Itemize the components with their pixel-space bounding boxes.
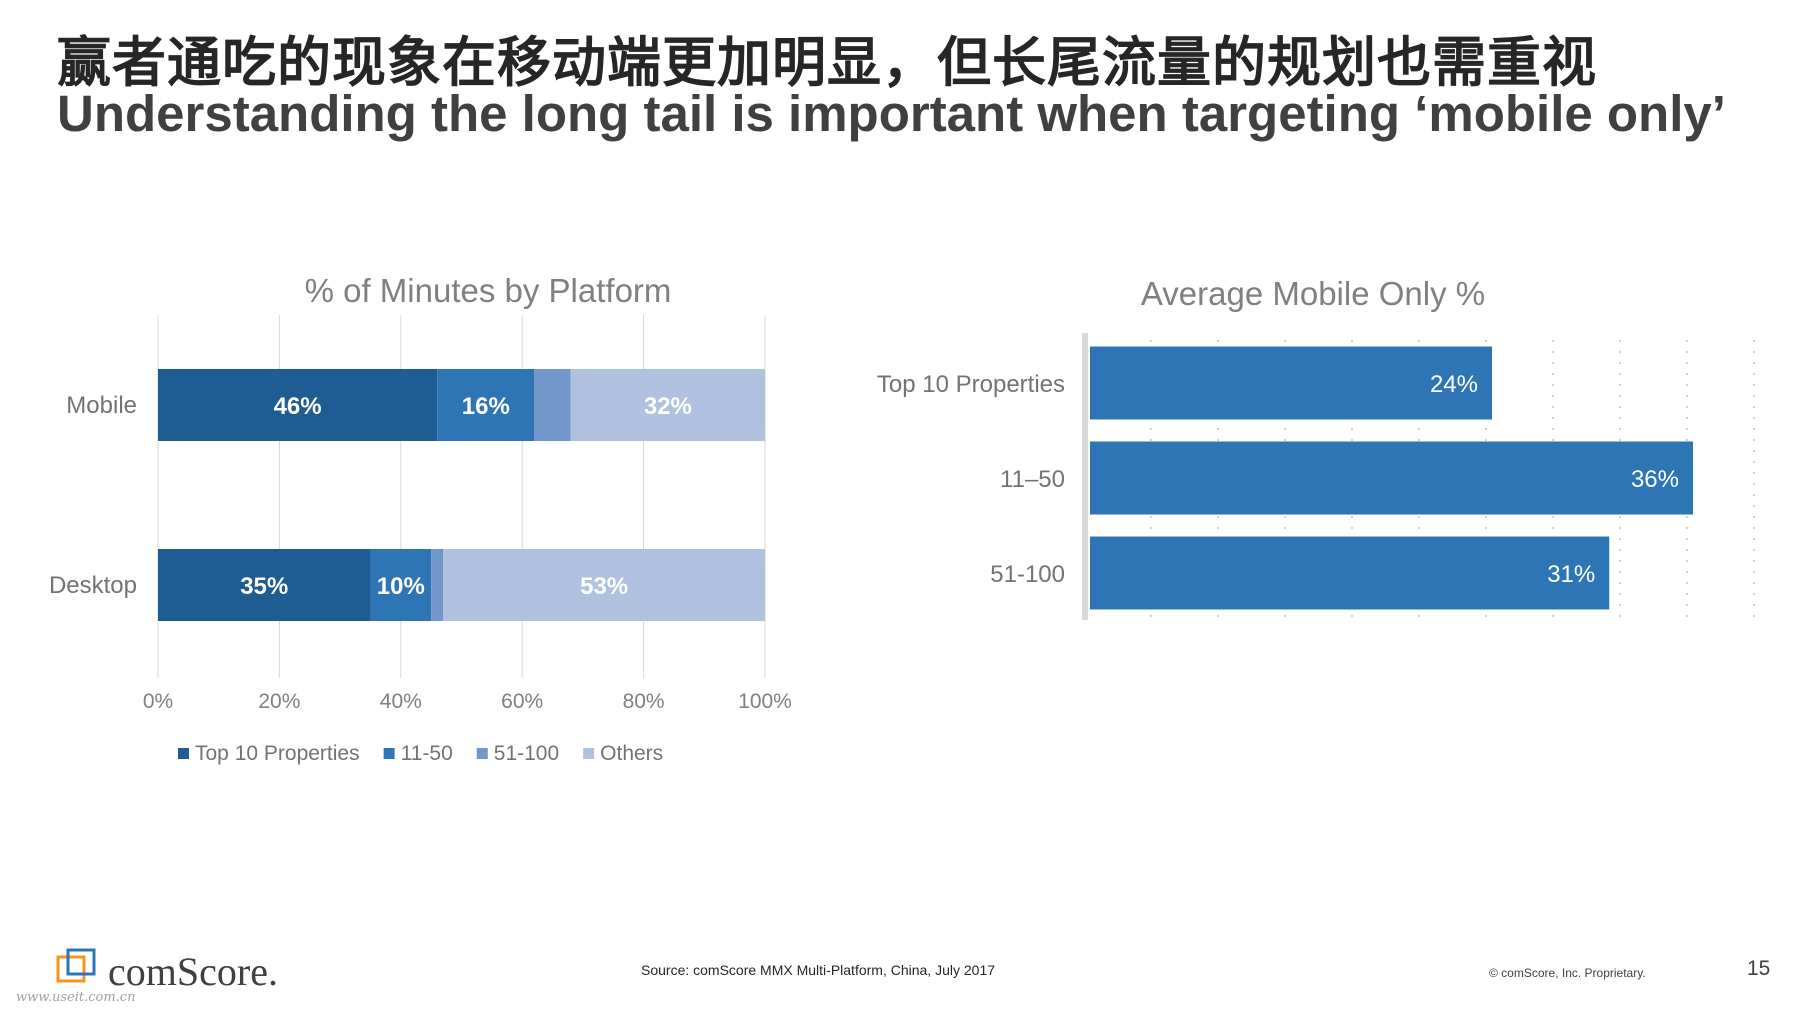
data-label: 32% (644, 393, 692, 420)
x-tick-label: 80% (623, 690, 665, 713)
data-label: 53% (580, 573, 628, 600)
category-label-mobile: Mobile (66, 392, 137, 419)
comscore-logo-icon (56, 948, 96, 983)
bar-mobile-others (570, 369, 765, 441)
data-label: 35% (240, 573, 288, 600)
data-label: 36% (1631, 466, 1679, 493)
bar-desktop-11-50 (370, 549, 432, 621)
chart-title: % of Minutes by Platform (305, 272, 672, 309)
x-tick-label: 40% (380, 690, 422, 713)
legend-swatch-11-50 (383, 748, 395, 759)
comscore-logo-text: comScore. (108, 949, 278, 994)
slide-title-chinese: 赢者通吃的现象在移动端更加明显，但长尾流量的规划也需重视 (57, 31, 1597, 94)
data-label: 24% (1430, 371, 1478, 398)
data-label: 10% (377, 573, 425, 600)
legend-item-51-100: 51-100 (494, 742, 559, 765)
bar-mobile-top-10-properties (158, 369, 438, 441)
x-tick-label: 60% (501, 690, 543, 713)
data-label: 16% (462, 393, 510, 420)
bar-mobile-11-50 (437, 369, 535, 441)
copyright-note: © comScore, Inc. Proprietary. (1489, 966, 1646, 980)
chart-title: Average Mobile Only % (1141, 275, 1485, 312)
x-tick-label: 20% (258, 690, 300, 713)
bar-desktop-others (443, 549, 765, 621)
bar-desktop-top-10-properties (158, 549, 371, 621)
bar-top-10-properties (1090, 346, 1492, 420)
slide-title-english: Understanding the long tail is important… (57, 85, 1726, 142)
legend-item-11-50: 11-50 (401, 742, 453, 765)
category-label-desktop: Desktop (49, 572, 137, 599)
bar-11-50 (1090, 441, 1693, 515)
bar-51-100 (1090, 536, 1610, 610)
category-label-11-50: 11–50 (1000, 466, 1065, 493)
bar-mobile-51-100 (534, 369, 571, 441)
data-label: 46% (274, 393, 322, 420)
legend-swatch-51-100 (476, 748, 488, 759)
data-label: 31% (1547, 561, 1595, 588)
source-note: Source: comScore MMX Multi-Platform, Chi… (641, 962, 996, 978)
legend-item-top-10-properties: Top 10 Properties (195, 742, 360, 765)
page-number: 15 (1747, 957, 1771, 980)
bar-desktop-51-100 (431, 549, 444, 621)
watermark: www.useit.com.cn (16, 990, 136, 1005)
legend-swatch-top-10-properties (178, 748, 189, 759)
average-mobile-only-chart: Average Mobile Only % Top 10 Properties 24… (877, 275, 1755, 620)
legend-swatch-others (583, 748, 595, 759)
legend-item-others: Others (600, 742, 663, 765)
minutes-by-platform-chart: % of Minutes by Platform 0% 20% 40% 60% 80% 10… (49, 272, 792, 765)
category-label-51-100: 51-100 (990, 561, 1065, 588)
category-label-top-10-properties: Top 10 Properties (877, 371, 1065, 398)
x-tick-label: 100% (738, 690, 792, 713)
x-tick-label: 0% (143, 690, 173, 713)
